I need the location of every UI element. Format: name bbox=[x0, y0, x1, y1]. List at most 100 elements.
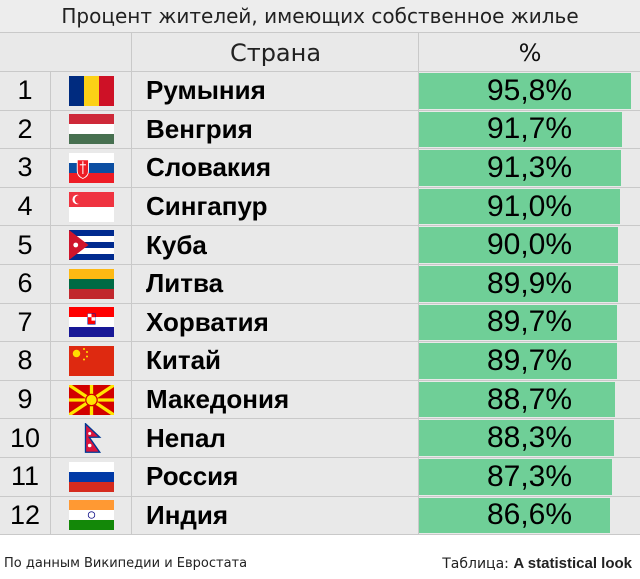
rank-cell: 12 bbox=[9, 499, 41, 530]
rank-cell: 3 bbox=[17, 152, 33, 183]
country-name: Словакия bbox=[131, 149, 418, 187]
value-label: 86,6% bbox=[486, 498, 573, 532]
rank-cell: 11 bbox=[10, 461, 40, 492]
rank-cell: 10 bbox=[9, 422, 41, 453]
flag-slovakia-icon bbox=[69, 152, 114, 183]
percent-cell: 89,9% bbox=[418, 264, 640, 303]
flag-russia-icon bbox=[69, 461, 114, 492]
rank-cell: 2 bbox=[17, 113, 33, 144]
flag-singapore-icon bbox=[69, 191, 114, 222]
country-name: Сингапур bbox=[131, 187, 418, 226]
flag-cell bbox=[50, 264, 132, 303]
flag-cell bbox=[50, 187, 132, 226]
table-row: 9 Македония 88,7% bbox=[0, 380, 640, 420]
chart-title: Процент жителей, имеющих собственное жил… bbox=[0, 0, 640, 33]
value-bar bbox=[419, 458, 612, 495]
country-name: Венгрия bbox=[131, 110, 418, 149]
value-bar bbox=[419, 304, 618, 341]
percent-cell: 89,7% bbox=[418, 303, 640, 342]
table-row: 8 Китай 89,7% bbox=[0, 342, 640, 381]
country-name: Россия bbox=[131, 457, 418, 496]
percent-cell: 86,6% bbox=[418, 496, 640, 535]
table-row: 5 Куба 90,0% bbox=[0, 226, 640, 265]
flag-cell bbox=[50, 342, 132, 380]
header-country: Страна bbox=[131, 33, 419, 71]
credit-note: Таблица: A statistical look bbox=[442, 555, 632, 572]
rank-cell: 6 bbox=[17, 268, 33, 299]
table-row: 4 Сингапур 91,0% bbox=[0, 187, 640, 227]
value-label: 89,7% bbox=[486, 305, 573, 339]
value-label: 87,3% bbox=[486, 459, 573, 493]
flag-cell bbox=[50, 419, 132, 457]
table-body: 1 Румыния 95,8% 2 Венгрия 91,7% 3 Словакия 91,3%… bbox=[0, 72, 640, 536]
percent-cell: 91,0% bbox=[418, 187, 640, 226]
flag-macedonia-icon bbox=[69, 384, 114, 415]
country-name: Куба bbox=[131, 226, 418, 264]
percent-cell: 88,7% bbox=[418, 380, 640, 419]
value-label: 90,0% bbox=[486, 228, 573, 262]
value-label: 91,3% bbox=[486, 150, 573, 184]
value-bar bbox=[419, 73, 631, 109]
value-label: 91,0% bbox=[486, 189, 573, 223]
country-name: Индия bbox=[131, 496, 418, 535]
value-label: 95,8% bbox=[486, 73, 573, 107]
table-row: 6 Литва 89,9% bbox=[0, 264, 640, 304]
country-name: Непал bbox=[131, 419, 418, 457]
percent-cell: 87,3% bbox=[418, 457, 640, 496]
flag-cell bbox=[50, 380, 132, 419]
table-row: 10 Непал 88,3% bbox=[0, 419, 640, 458]
country-name: Хорватия bbox=[131, 303, 418, 342]
value-label: 91,7% bbox=[486, 112, 573, 146]
value-bar bbox=[419, 265, 618, 302]
percent-cell: 95,8% bbox=[418, 72, 640, 110]
percent-cell: 91,3% bbox=[418, 149, 640, 187]
credit-prefix: Таблица: bbox=[442, 556, 509, 572]
value-label: 89,7% bbox=[486, 343, 573, 377]
flag-lithuania-icon bbox=[69, 268, 114, 299]
flag-romania-icon bbox=[69, 75, 114, 106]
rank-cell: 4 bbox=[17, 191, 33, 222]
rank-cell: 7 bbox=[17, 306, 33, 337]
value-bar bbox=[419, 111, 622, 148]
table-row: 3 Словакия 91,3% bbox=[0, 149, 640, 188]
rank-cell: 8 bbox=[17, 345, 33, 376]
flag-cell bbox=[50, 110, 132, 149]
percent-cell: 89,7% bbox=[418, 342, 640, 380]
rank-cell: 5 bbox=[17, 229, 33, 260]
percent-cell: 90,0% bbox=[418, 226, 640, 264]
value-bar bbox=[419, 188, 621, 225]
table-row: 12 Индия 86,6% bbox=[0, 496, 640, 536]
header-percent: % bbox=[418, 33, 640, 71]
source-note: По данным Википедии и Евростата bbox=[4, 556, 248, 571]
table-row: 11 Россия 87,3% bbox=[0, 457, 640, 497]
country-name: Литва bbox=[131, 264, 418, 303]
flag-cell bbox=[50, 457, 132, 496]
credit-name: A statistical look bbox=[513, 555, 632, 572]
value-bar bbox=[419, 497, 611, 534]
country-name: Македония bbox=[131, 380, 418, 419]
flag-cell bbox=[50, 226, 132, 264]
flag-croatia-icon bbox=[69, 307, 114, 338]
value-bar bbox=[419, 150, 621, 186]
flag-india-icon bbox=[69, 500, 114, 531]
flag-china-icon bbox=[69, 345, 114, 376]
table-row: 1 Румыния 95,8% bbox=[0, 72, 640, 111]
value-bar bbox=[419, 227, 618, 263]
country-name: Румыния bbox=[131, 72, 418, 110]
flag-cell bbox=[50, 303, 132, 342]
value-label: 88,7% bbox=[486, 382, 573, 416]
percent-cell: 91,7% bbox=[418, 110, 640, 149]
country-name: Китай bbox=[131, 342, 418, 380]
value-bar bbox=[419, 420, 615, 456]
table-header: Страна % bbox=[0, 33, 640, 72]
table-row: 7 Хорватия 89,7% bbox=[0, 303, 640, 343]
value-bar bbox=[419, 343, 618, 379]
flag-cell bbox=[50, 496, 132, 535]
flag-hungary-icon bbox=[69, 114, 114, 145]
rank-cell: 1 bbox=[17, 75, 33, 106]
flag-cell bbox=[50, 72, 132, 110]
value-label: 88,3% bbox=[486, 421, 573, 455]
table-row: 2 Венгрия 91,7% bbox=[0, 110, 640, 150]
flag-nepal-icon bbox=[69, 423, 114, 454]
percent-cell: 88,3% bbox=[418, 419, 640, 457]
